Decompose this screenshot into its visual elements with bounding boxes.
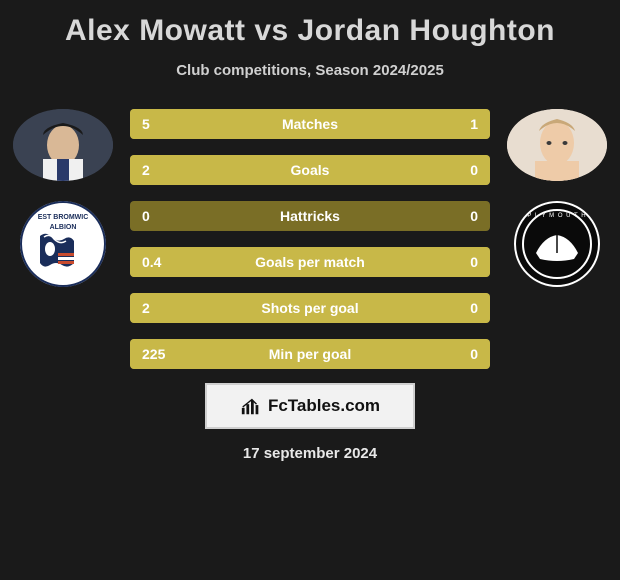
right-column: P L Y M O U T H [502, 109, 612, 287]
stat-bar: 2Shots per goal0 [130, 293, 490, 323]
stat-label: Goals per match [130, 254, 490, 270]
stat-bar: 225Min per goal0 [130, 339, 490, 369]
source-text: FcTables.com [268, 396, 380, 416]
west-brom-crest-icon: EST BROMWIC ALBION [20, 201, 106, 287]
stat-bar: 0Hattricks0 [130, 201, 490, 231]
stat-label: Goals [130, 162, 490, 178]
stat-label: Shots per goal [130, 300, 490, 316]
stat-label: Min per goal [130, 346, 490, 362]
left-player-avatar [13, 109, 113, 181]
stat-value-right: 0 [470, 346, 478, 362]
stat-value-right: 0 [470, 208, 478, 224]
svg-text:P L Y M O U T H: P L Y M O U T H [527, 213, 586, 219]
right-club-crest: P L Y M O U T H [514, 201, 600, 287]
stat-value-right: 0 [470, 254, 478, 270]
stat-bar: 5Matches1 [130, 109, 490, 139]
plymouth-crest-icon: P L Y M O U T H [514, 201, 600, 287]
left-club-crest: EST BROMWIC ALBION [20, 201, 106, 287]
chart-icon [240, 395, 262, 417]
svg-text:EST BROMWIC: EST BROMWIC [38, 214, 89, 221]
main-row: EST BROMWIC ALBION 5Matches12Goals00Hatt… [0, 109, 620, 369]
right-player-portrait-icon [507, 109, 607, 181]
svg-text:ALBION: ALBION [50, 224, 77, 231]
stat-value-right: 1 [470, 116, 478, 132]
date-line: 17 september 2024 [243, 445, 377, 462]
stats-column: 5Matches12Goals00Hattricks00.4Goals per … [130, 109, 490, 369]
stat-bar: 2Goals0 [130, 155, 490, 185]
stat-label: Hattricks [130, 208, 490, 224]
left-column: EST BROMWIC ALBION [8, 109, 118, 287]
stat-label: Matches [130, 116, 490, 132]
page-title: Alex Mowatt vs Jordan Houghton [65, 14, 555, 48]
comparison-card: Alex Mowatt vs Jordan Houghton Club comp… [0, 0, 620, 472]
source-badge: FcTables.com [205, 383, 415, 429]
left-player-portrait-icon [13, 109, 113, 181]
subtitle: Club competitions, Season 2024/2025 [176, 62, 444, 79]
right-player-avatar [507, 109, 607, 181]
stat-value-right: 0 [470, 162, 478, 178]
stat-bar: 0.4Goals per match0 [130, 247, 490, 277]
stat-value-right: 0 [470, 300, 478, 316]
